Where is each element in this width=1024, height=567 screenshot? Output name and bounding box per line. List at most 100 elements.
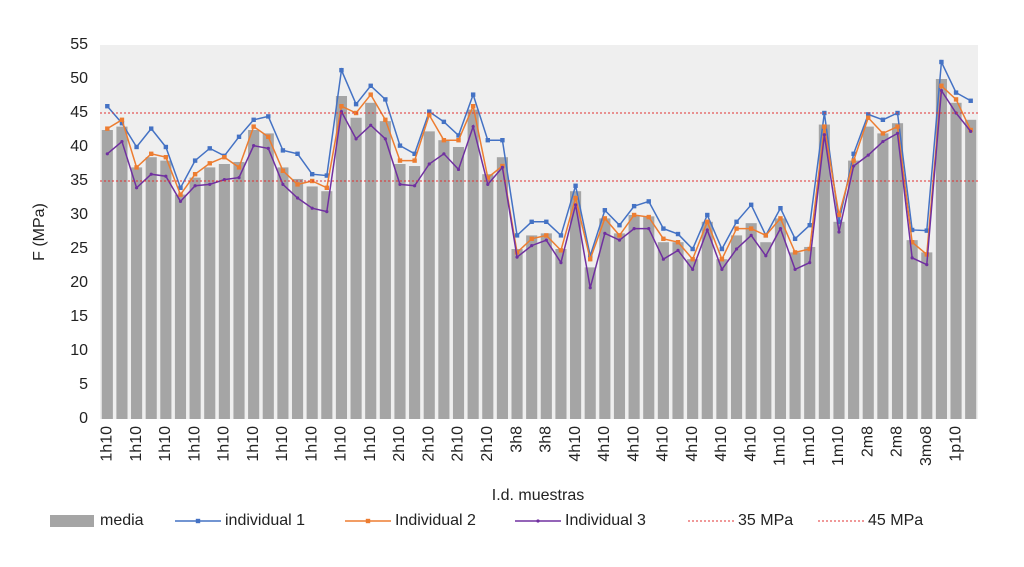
marker xyxy=(324,185,330,190)
marker xyxy=(748,202,754,207)
marker xyxy=(647,227,651,231)
marker xyxy=(368,83,373,88)
marker xyxy=(734,226,739,231)
marker xyxy=(925,263,929,267)
legend-label: 35 MPa xyxy=(738,512,793,529)
x-tick-label: 1h10 xyxy=(333,426,350,462)
x-tick-label: 4h10 xyxy=(596,426,613,462)
bar xyxy=(291,178,304,419)
marker xyxy=(120,139,124,144)
marker xyxy=(808,261,812,265)
marker xyxy=(427,112,432,118)
marker xyxy=(134,165,139,170)
marker xyxy=(515,255,519,259)
y-tick-label: 55 xyxy=(70,36,88,53)
marker xyxy=(280,168,286,173)
marker xyxy=(441,138,447,143)
marker xyxy=(953,90,959,95)
bar xyxy=(848,160,860,419)
legend-label: Individual 3 xyxy=(565,512,646,529)
marker xyxy=(353,101,359,107)
bar xyxy=(233,161,245,419)
bar xyxy=(965,119,977,420)
marker xyxy=(924,252,929,257)
marker xyxy=(836,212,842,218)
bar xyxy=(877,133,889,419)
x-tick-label: 3h8 xyxy=(508,426,525,453)
marker xyxy=(631,203,637,209)
marker xyxy=(617,233,622,238)
marker xyxy=(295,182,300,187)
x-tick-label: 3h8 xyxy=(538,426,555,453)
marker xyxy=(880,131,886,136)
marker xyxy=(134,186,139,190)
x-tick-label: 1h10 xyxy=(157,426,174,462)
legend-label: media xyxy=(100,512,144,529)
bar xyxy=(833,221,845,419)
x-tick-label: 2h10 xyxy=(450,426,467,462)
x-tick-label: 2h10 xyxy=(391,426,408,462)
marker xyxy=(822,133,826,137)
marker xyxy=(412,151,417,156)
line xyxy=(106,59,972,259)
bar xyxy=(774,218,787,419)
y-axis-label: F (MPa) xyxy=(31,203,48,261)
marker xyxy=(295,196,300,200)
legend-swatch xyxy=(365,518,371,524)
y-tick-label: 25 xyxy=(70,240,88,257)
marker xyxy=(588,257,593,262)
marker xyxy=(295,151,300,156)
marker xyxy=(807,223,812,228)
marker xyxy=(909,240,915,245)
marker xyxy=(456,138,461,143)
marker xyxy=(836,219,842,224)
marker xyxy=(939,88,944,93)
marker xyxy=(529,219,534,224)
marker xyxy=(573,195,578,201)
marker xyxy=(719,246,725,252)
marker xyxy=(251,124,256,129)
marker xyxy=(339,104,344,109)
marker xyxy=(368,92,373,97)
bar xyxy=(921,252,933,419)
legend-label: 45 MPa xyxy=(868,512,923,529)
bar xyxy=(672,242,684,419)
x-tick-label: 1h10 xyxy=(362,426,379,462)
marker xyxy=(675,231,681,237)
marker xyxy=(939,83,944,88)
x-tick-label: 1h10 xyxy=(303,426,320,462)
marker xyxy=(412,158,417,163)
marker xyxy=(895,124,900,129)
x-tick-label: 1h10 xyxy=(245,426,262,462)
bar xyxy=(204,167,216,419)
bar xyxy=(526,235,538,419)
bar xyxy=(555,249,567,419)
bar xyxy=(540,233,552,419)
legend-swatch xyxy=(50,515,94,527)
bar xyxy=(862,126,874,419)
bar xyxy=(248,130,260,419)
bar xyxy=(643,216,655,419)
marker xyxy=(573,203,578,207)
marker xyxy=(222,178,226,182)
marker xyxy=(397,158,403,163)
marker xyxy=(909,227,915,233)
x-tick-label: 1p10 xyxy=(947,426,964,462)
marker xyxy=(178,192,183,197)
marker xyxy=(280,148,286,153)
marker xyxy=(691,267,695,271)
marker xyxy=(383,97,388,102)
marker xyxy=(953,97,959,102)
x-tick-label: 2h10 xyxy=(420,426,437,462)
marker xyxy=(749,233,753,237)
marker xyxy=(325,210,329,214)
marker xyxy=(646,214,651,220)
marker xyxy=(514,250,520,255)
marker xyxy=(866,153,870,157)
marker xyxy=(529,236,534,241)
bar xyxy=(496,157,508,419)
marker xyxy=(734,247,739,251)
marker xyxy=(251,117,256,122)
marker xyxy=(880,117,886,122)
